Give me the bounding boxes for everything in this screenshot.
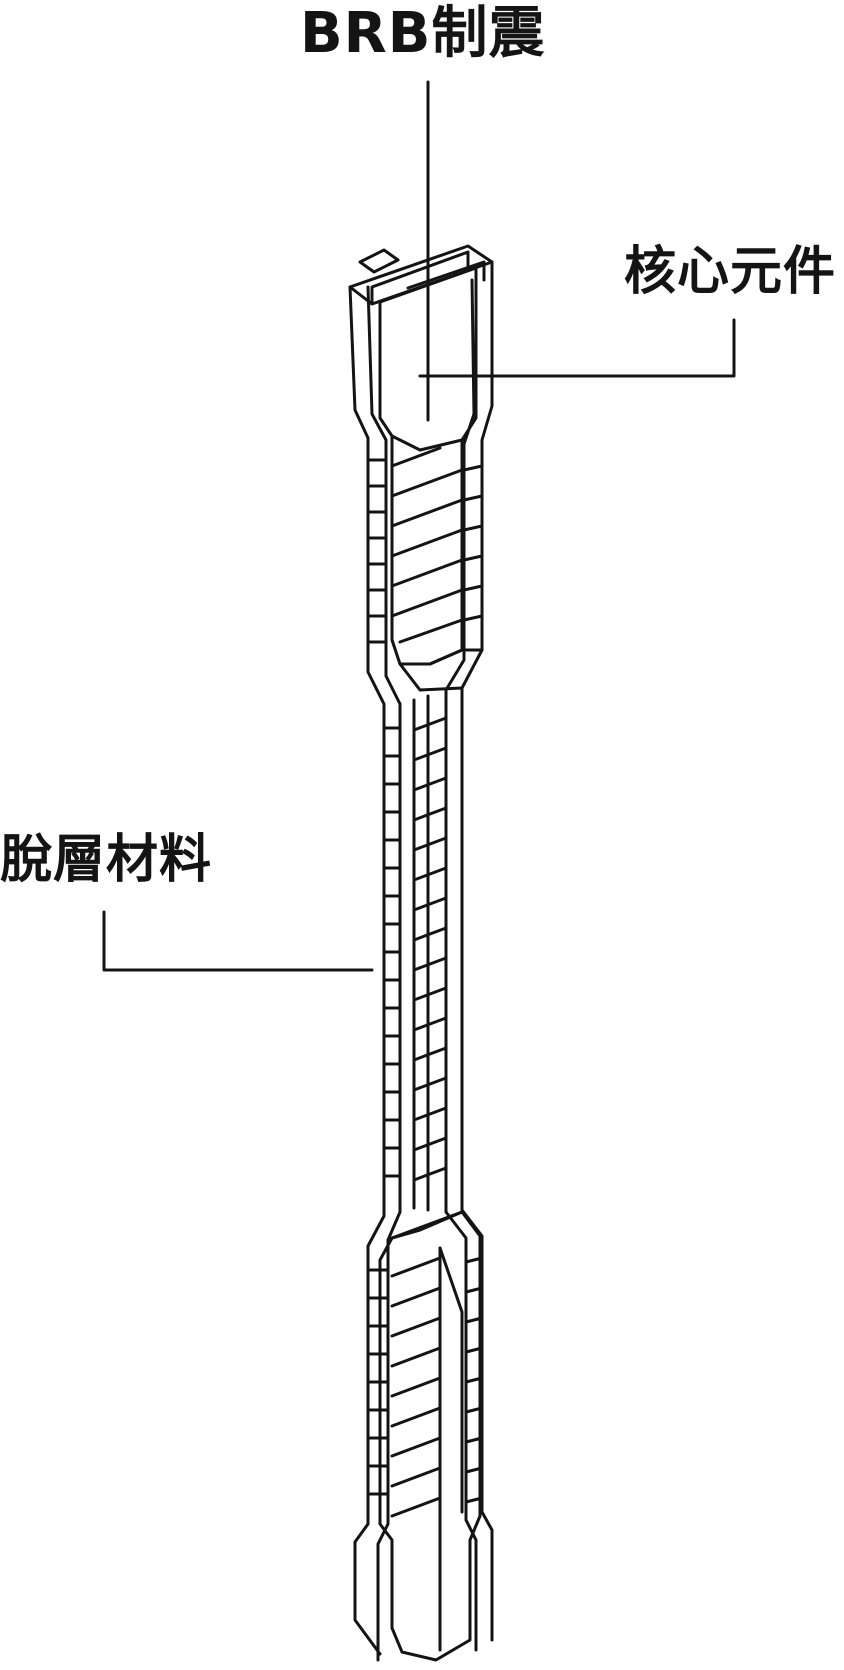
page-title: BRB制震 [300, 1, 546, 66]
shell-hatch-left [366, 458, 402, 1496]
core-element-upper [378, 260, 486, 692]
core-element-lower [378, 1210, 482, 1662]
shell-hatch-right [462, 464, 484, 1504]
debonding-leader-line [102, 910, 374, 972]
debonding-material-label: 脫層材料 [0, 830, 213, 890]
debonding-layer-shell [348, 244, 494, 1662]
core-hatch-upper [390, 446, 464, 644]
core-yielding-segment [398, 688, 448, 1214]
core-element-label: 核心元件 [624, 242, 837, 302]
core-hatch-middle [412, 716, 448, 1182]
core-hatch-lower [390, 1256, 442, 1518]
core-leader-line [418, 318, 736, 378]
